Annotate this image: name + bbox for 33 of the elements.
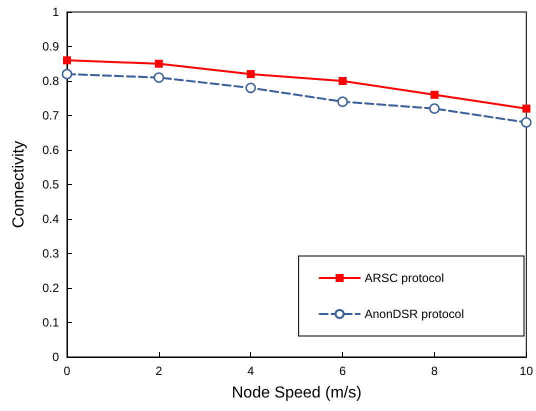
point: [521, 117, 532, 128]
x-tick-label: 0: [64, 364, 71, 378]
y-tick-label: 0: [52, 350, 60, 364]
y-tick-label: 1: [52, 5, 60, 19]
point: [62, 68, 72, 80]
point: [63, 56, 71, 64]
point: [337, 96, 348, 107]
point: [429, 103, 440, 114]
point: [154, 60, 163, 68]
x-tick-label: 8: [431, 364, 438, 378]
point: [338, 77, 347, 85]
point: [430, 90, 438, 99]
x-tick-label: 10: [520, 364, 534, 378]
x-axis-title: Node Speed (m/s): [232, 384, 362, 402]
legend-label: ARSC protocol: [364, 271, 444, 285]
x-tick-label: 4: [247, 364, 254, 378]
point: [154, 72, 164, 83]
y-tick-label: 0.4: [42, 212, 60, 226]
legend-label: AnonDSR protocol: [364, 307, 464, 321]
y-tick-label: 0.1: [42, 316, 60, 330]
y-tick-label: 0.2: [42, 281, 60, 295]
point: [246, 70, 255, 78]
y-tick-label: 0.9: [42, 40, 60, 54]
point: [245, 82, 256, 94]
y-tick-label: 0.6: [42, 143, 60, 157]
x-tick-label: 2: [156, 364, 163, 378]
y-tick-label: 0.3: [42, 246, 60, 260]
x-tick-label: 6: [339, 364, 346, 378]
y-tick-label: 0.8: [42, 74, 60, 88]
point: [522, 104, 530, 113]
y-axis-title: Connectivity: [10, 140, 28, 228]
y-tick-label: 0.7: [42, 108, 60, 122]
y-tick-label: 0.5: [42, 178, 60, 192]
